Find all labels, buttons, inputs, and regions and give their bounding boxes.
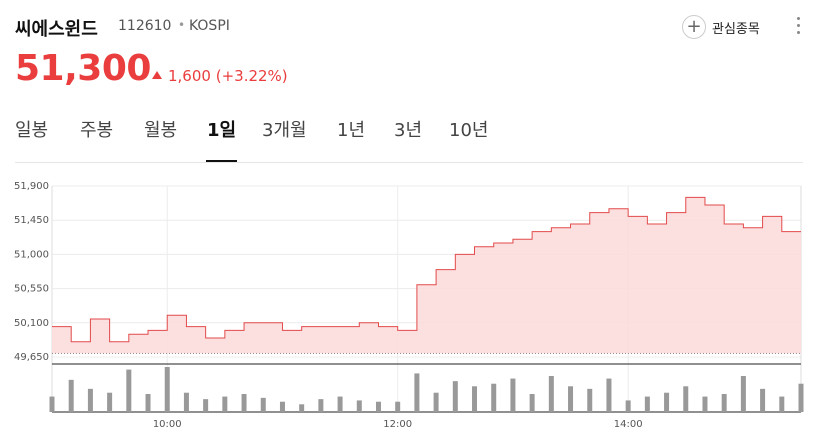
volume-bar <box>356 400 362 412</box>
volume-bar <box>241 394 247 412</box>
volume-bar <box>318 399 324 412</box>
volume-bar <box>164 367 170 412</box>
volume-bar <box>68 379 74 412</box>
add-to-watchlist-button[interactable]: + 관심종목 <box>682 12 760 42</box>
volume-bar <box>49 396 55 412</box>
volume-bar <box>222 396 228 412</box>
volume-bar <box>472 386 478 412</box>
volume-bar <box>721 394 727 412</box>
volume-bar <box>433 392 439 412</box>
price-area <box>52 197 801 354</box>
volume-bar <box>606 378 612 412</box>
volume-bar <box>740 376 746 412</box>
volume-bar <box>702 396 708 412</box>
y-tick-label: 50,100 <box>14 318 49 329</box>
volume-bar <box>798 383 804 412</box>
x-tick-label: 12:00 <box>383 419 412 430</box>
volume-bar <box>337 396 343 412</box>
y-tick-label: 50,550 <box>14 284 49 295</box>
volume-bar <box>87 388 93 412</box>
tabs-divider <box>15 162 803 163</box>
y-tick-label: 51,000 <box>14 249 49 260</box>
current-price: 51,300 <box>15 48 151 89</box>
change-amount: 1,600 <box>168 67 211 85</box>
volume-bar <box>279 401 285 412</box>
volume-bar <box>587 388 593 412</box>
intraday-chart[interactable]: 51,900 51,450 51,000 50,550 50,100 49,650 10:0… <box>0 170 813 435</box>
x-tick-label: 14:00 <box>614 419 643 430</box>
price-change: 1,600 (+3.22%) <box>152 67 288 85</box>
volume-bar <box>760 388 766 412</box>
volume-bar <box>664 392 670 412</box>
tab-3months[interactable]: 3개월 <box>262 120 307 141</box>
up-arrow-icon <box>152 71 162 79</box>
market-label: KOSPI <box>189 18 230 34</box>
tab-1day[interactable]: 1일 <box>206 116 237 162</box>
volume-bar <box>625 400 631 412</box>
volume-bar <box>375 401 381 412</box>
tab-1year[interactable]: 1년 <box>337 120 366 141</box>
volume-bar <box>491 383 497 412</box>
price-line <box>52 196 801 343</box>
volume-bar <box>414 373 420 412</box>
watchlist-label: 관심종목 <box>712 21 760 37</box>
tab-10years[interactable]: 10년 <box>449 120 489 141</box>
plus-icon: + <box>682 15 706 39</box>
volume-bar <box>183 392 189 412</box>
volume-bar <box>260 397 266 412</box>
volume-bar <box>548 376 554 412</box>
y-tick-label: 51,900 <box>14 181 49 192</box>
tab-weekly[interactable]: 주봉 <box>80 120 114 141</box>
y-tick-label: 49,650 <box>14 352 49 363</box>
volume-bar <box>779 396 785 412</box>
tab-daily[interactable]: 일봉 <box>15 120 49 141</box>
volume-bar <box>452 381 458 412</box>
volume-bar <box>107 392 113 412</box>
stock-code: 112610 <box>118 18 172 34</box>
stock-name: 씨에스윈드 <box>15 19 98 40</box>
volume-bar <box>529 394 535 412</box>
tab-3years[interactable]: 3년 <box>394 120 423 141</box>
more-vertical-icon[interactable] <box>795 17 801 37</box>
volume-bar <box>126 369 132 412</box>
volume-bar <box>644 396 650 412</box>
y-tick-label: 51,450 <box>14 215 49 226</box>
separator-dot: • <box>178 18 186 32</box>
volume-bar <box>299 404 305 412</box>
volume-bar <box>203 399 209 412</box>
change-percent: (+3.22%) <box>215 67 288 85</box>
tab-monthly[interactable]: 월봉 <box>144 120 178 141</box>
stock-header: 씨에스윈드 112610 • KOSPI + 관심종목 <box>15 10 805 46</box>
price-summary: 51,300 1,600 (+3.22%) <box>15 48 515 92</box>
volume-bar <box>683 386 689 412</box>
volume-bar <box>145 394 151 412</box>
period-tabs: 일봉 주봉 월봉 1일 3개월 1년 3년 10년 <box>15 116 805 162</box>
volume-bar <box>510 378 516 412</box>
x-tick-label: 10:00 <box>153 419 182 430</box>
volume-bar <box>395 401 401 412</box>
volume-bar <box>568 386 574 412</box>
